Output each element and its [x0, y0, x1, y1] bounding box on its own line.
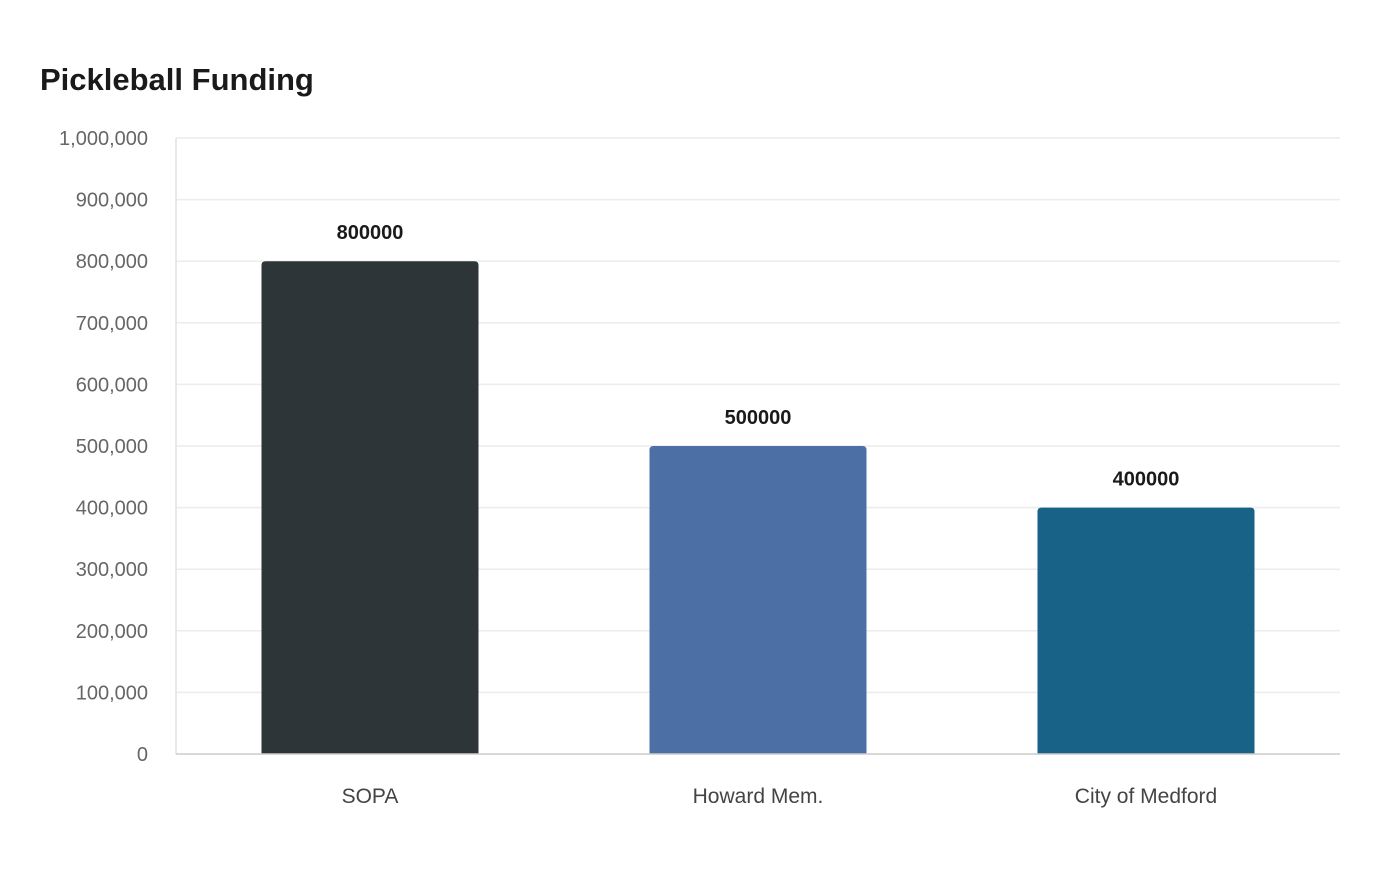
bar-value-label: 500000 [725, 407, 792, 429]
x-category-label: SOPA [342, 785, 399, 808]
chart-title: Pickleball Funding [40, 62, 314, 97]
y-tick-label: 200,000 [76, 621, 148, 643]
bar-value-label: 800000 [337, 222, 404, 244]
bar-value-label: 400000 [1113, 469, 1180, 491]
y-tick-label: 0 [137, 744, 148, 766]
y-tick-labels: 0 100,000 200,000 300,000 400,000 500,000 600,… [59, 128, 148, 766]
y-tick-label: 700,000 [76, 313, 148, 335]
y-tick-label: 400,000 [76, 498, 148, 520]
bar [649, 446, 867, 754]
bar [261, 261, 479, 754]
value-labels: 800000 500000 400000 [337, 222, 1180, 490]
y-tick-label: 800,000 [76, 251, 148, 273]
y-tick-label: 500,000 [76, 436, 148, 458]
bar [1037, 507, 1255, 754]
y-tick-label: 1,000,000 [59, 128, 148, 150]
y-tick-label: 600,000 [76, 374, 148, 396]
x-category-label: City of Medford [1075, 785, 1217, 808]
y-tick-label: 100,000 [76, 682, 148, 704]
category-labels: SOPA Howard Mem. City of Medford [342, 785, 1218, 808]
y-tick-label: 900,000 [76, 190, 148, 212]
y-tick-label: 300,000 [76, 559, 148, 581]
bars [261, 261, 1255, 754]
x-category-label: Howard Mem. [693, 785, 824, 808]
